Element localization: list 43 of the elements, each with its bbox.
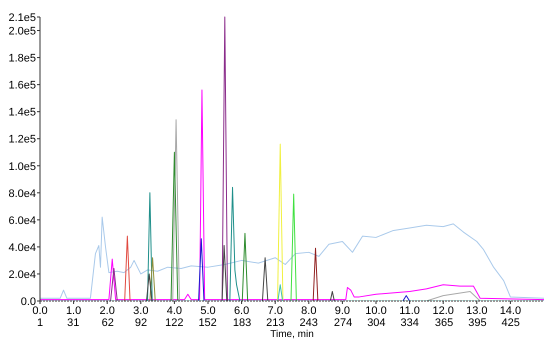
y-tick-label: 8.0e4 <box>8 188 36 200</box>
x-tick-label: 10.0 <box>365 305 387 317</box>
x-tick-label: 2.0 <box>100 305 115 317</box>
y-tick-label: 2.0e5 <box>8 26 36 38</box>
x-tick-label: 6.0 <box>234 305 250 317</box>
y-tick-label: 2.0e4 <box>8 268 36 281</box>
x2-tick-label: 122 <box>165 317 184 329</box>
x2-tick-label: 304 <box>367 317 386 329</box>
y-tick-label: 1.8e5 <box>8 52 36 65</box>
x-tick-label: 13.0 <box>466 305 488 317</box>
x-tick-label: 7.0 <box>268 305 283 317</box>
y-tick-label: 1.6e5 <box>8 80 36 92</box>
y-tick-label: 2.1e5 <box>8 12 36 24</box>
x2-tick-label: 274 <box>334 317 352 329</box>
x2-tick-label: 31 <box>67 317 80 329</box>
x-axis-title: Time, min <box>270 329 314 340</box>
x2-tick-label: 213 <box>266 317 285 329</box>
x-tick-label: 8.0 <box>301 305 316 317</box>
x2-tick-label: 425 <box>502 317 520 329</box>
x-tick-label: 0.0 <box>32 305 48 317</box>
x-tick-label: 4.0 <box>166 305 182 317</box>
x-tick-label: 9.0 <box>334 305 350 317</box>
x2-tick-label: 243 <box>299 317 318 329</box>
y-tick-label: 1.2e5 <box>8 134 36 146</box>
x2-tick-label: 334 <box>400 317 419 329</box>
x2-tick-label: 152 <box>198 317 217 329</box>
x-tick-label: 11.0 <box>399 305 420 317</box>
x2-tick-label: 92 <box>134 317 148 329</box>
y-tick-label: 6.0e4 <box>8 214 36 227</box>
x2-tick-label: 183 <box>232 317 252 329</box>
x2-tick-label: 1 <box>36 317 44 329</box>
x-tick-label: 14.0 <box>500 305 522 317</box>
y-tick-label: 0.0 <box>20 296 36 308</box>
y-tick-label: 4.0e4 <box>8 242 36 254</box>
x2-tick-label: 395 <box>468 317 487 329</box>
x-tick-label: 1.0 <box>66 305 82 317</box>
x2-tick-label: 365 <box>434 317 454 329</box>
y-tick-label: 1.0e5 <box>8 160 36 173</box>
x-tick-label: 3.0 <box>133 305 148 317</box>
y-tick-label: 1.4e5 <box>8 106 36 119</box>
x-tick-label: 5.0 <box>200 305 216 317</box>
x2-tick-label: 62 <box>102 317 114 329</box>
x-tick-label: 12.0 <box>432 305 454 317</box>
